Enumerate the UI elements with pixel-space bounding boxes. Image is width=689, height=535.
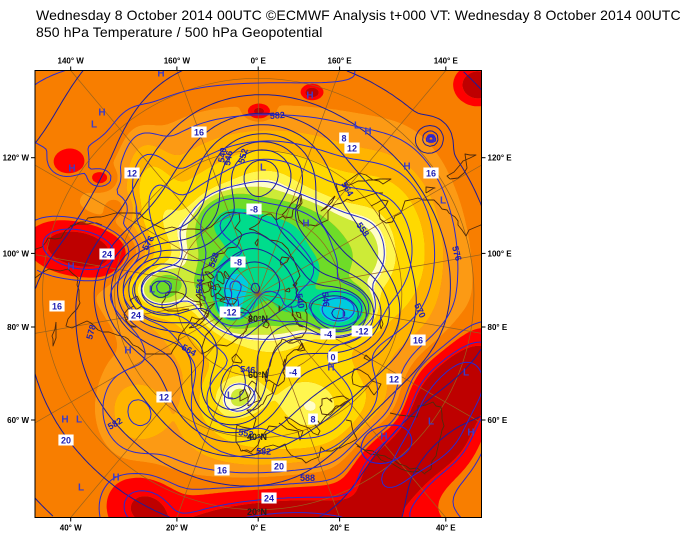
svg-text:H: H (302, 219, 309, 230)
svg-text:-8: -8 (250, 205, 258, 215)
svg-text:L: L (76, 415, 82, 426)
svg-text:H: H (98, 108, 105, 119)
svg-text:100° W: 100° W (3, 249, 30, 258)
svg-text:12: 12 (159, 393, 169, 403)
svg-text:534: 534 (194, 278, 205, 294)
svg-text:H: H (327, 363, 334, 374)
svg-text:40° E: 40° E (436, 524, 456, 533)
svg-text:H: H (364, 127, 371, 138)
svg-text:L: L (260, 163, 266, 174)
svg-text:H: H (112, 473, 119, 484)
svg-text:L: L (428, 417, 434, 428)
svg-text:-4: -4 (289, 368, 297, 378)
svg-text:L: L (440, 196, 446, 207)
svg-text:20: 20 (274, 462, 284, 472)
svg-text:H: H (306, 91, 313, 102)
svg-text:552: 552 (238, 427, 255, 439)
svg-text:0° E: 0° E (251, 524, 267, 533)
svg-text:12: 12 (347, 144, 357, 154)
svg-text:L: L (78, 483, 84, 494)
svg-text:8: 8 (310, 415, 315, 425)
svg-text:16: 16 (426, 169, 436, 179)
svg-text:16: 16 (52, 302, 62, 312)
svg-text:576: 576 (450, 245, 464, 262)
svg-text:0° E: 0° E (251, 57, 267, 66)
svg-text:80° W: 80° W (7, 323, 29, 332)
svg-text:578: 578 (84, 323, 98, 340)
svg-text:H: H (467, 428, 474, 439)
svg-text:H: H (157, 69, 164, 80)
svg-text:24: 24 (102, 250, 112, 260)
svg-text:546: 546 (320, 291, 331, 307)
svg-text:160° E: 160° E (328, 57, 353, 66)
svg-text:40° W: 40° W (60, 524, 82, 533)
svg-text:-4: -4 (324, 330, 332, 340)
svg-text:60°N: 60°N (248, 370, 268, 380)
svg-text:-12: -12 (355, 327, 368, 337)
svg-text:140° E: 140° E (434, 57, 459, 66)
svg-text:L: L (342, 311, 348, 322)
svg-text:16: 16 (413, 336, 423, 346)
svg-text:H: H (68, 164, 75, 175)
svg-text:20° W: 20° W (166, 524, 188, 533)
svg-text:588: 588 (300, 473, 315, 483)
svg-text:12: 12 (127, 169, 137, 179)
svg-text:20°N: 20°N (247, 507, 267, 517)
svg-text:L: L (149, 285, 155, 296)
svg-text:140° W: 140° W (58, 57, 85, 66)
svg-text:L: L (354, 121, 360, 132)
svg-text:80°N: 80°N (248, 314, 268, 324)
svg-text:40°N: 40°N (247, 432, 267, 442)
svg-text:60° E: 60° E (488, 416, 508, 425)
svg-text:16: 16 (217, 466, 227, 476)
svg-text:-8: -8 (234, 258, 242, 268)
svg-text:120° W: 120° W (3, 154, 30, 163)
svg-text:H: H (124, 346, 131, 357)
svg-text:16: 16 (194, 128, 204, 138)
svg-text:H: H (67, 262, 74, 273)
svg-text:582: 582 (269, 110, 285, 121)
svg-text:100° E: 100° E (488, 249, 513, 258)
svg-text:H: H (403, 162, 410, 173)
svg-text:552: 552 (236, 147, 250, 164)
svg-text:160° W: 160° W (164, 57, 191, 66)
svg-text:20: 20 (61, 436, 71, 446)
svg-text:60° W: 60° W (7, 416, 29, 425)
svg-text:8: 8 (341, 134, 346, 144)
svg-text:582: 582 (256, 446, 272, 457)
svg-text:L: L (463, 368, 469, 379)
svg-text:546: 546 (222, 150, 234, 167)
svg-text:546: 546 (240, 364, 256, 375)
svg-text:80° E: 80° E (488, 323, 508, 332)
svg-text:120° E: 120° E (488, 154, 513, 163)
svg-text:528: 528 (206, 251, 221, 269)
svg-text:540: 540 (294, 293, 306, 310)
svg-text:H: H (61, 415, 68, 426)
svg-text:L: L (91, 120, 97, 131)
svg-text:540: 540 (216, 147, 228, 164)
svg-text:L: L (135, 206, 141, 217)
svg-text:0: 0 (330, 353, 335, 363)
svg-text:24: 24 (264, 494, 274, 504)
svg-text:L: L (227, 391, 233, 402)
svg-text:24: 24 (131, 311, 141, 321)
svg-text:20° E: 20° E (330, 524, 350, 533)
svg-text:-12: -12 (223, 308, 236, 318)
svg-text:H: H (380, 432, 387, 443)
svg-text:12: 12 (389, 375, 399, 385)
